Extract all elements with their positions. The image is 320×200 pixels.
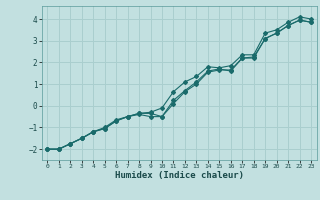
X-axis label: Humidex (Indice chaleur): Humidex (Indice chaleur) xyxy=(115,171,244,180)
